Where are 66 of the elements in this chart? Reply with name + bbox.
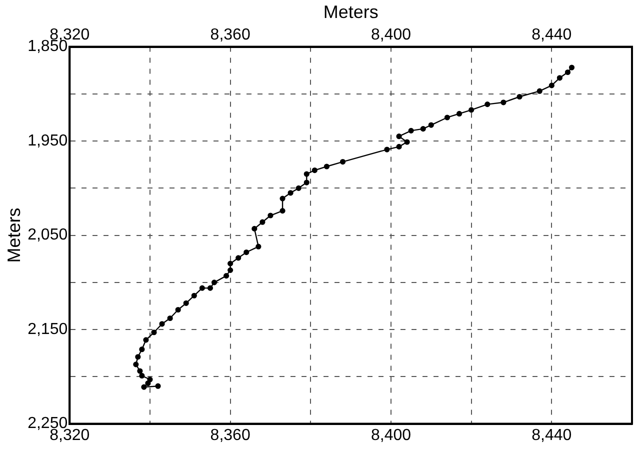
x2-tick-label: 8,360 — [210, 26, 250, 44]
x2-tick-label: 8,440 — [532, 26, 572, 44]
point — [139, 346, 145, 352]
x-tick-label: 8,440 — [532, 426, 572, 444]
point — [147, 376, 153, 382]
point — [133, 362, 139, 368]
point — [280, 196, 286, 202]
point — [408, 128, 414, 134]
x2-tick-label: 8,400 — [370, 26, 412, 44]
point — [143, 337, 149, 343]
point — [484, 101, 490, 108]
point — [151, 330, 157, 336]
point — [199, 285, 205, 291]
point — [228, 267, 234, 273]
point — [304, 180, 310, 186]
point — [137, 368, 143, 374]
point — [280, 208, 286, 214]
point — [428, 122, 434, 128]
point — [135, 354, 141, 360]
point — [256, 244, 262, 250]
point — [236, 255, 242, 261]
point — [568, 64, 575, 70]
point — [141, 384, 147, 390]
point — [548, 82, 554, 88]
point — [183, 300, 189, 306]
point — [211, 280, 218, 286]
point — [516, 94, 522, 100]
point — [228, 260, 234, 266]
point — [268, 212, 274, 218]
y-axis-title: Meters — [4, 208, 24, 263]
point — [396, 134, 402, 140]
y-tick-label: 2,050 — [28, 226, 68, 244]
point — [223, 273, 230, 279]
point — [312, 167, 318, 174]
point — [288, 190, 294, 196]
point — [155, 383, 161, 389]
y-tick-label: 1,950 — [28, 132, 68, 150]
point — [420, 126, 426, 132]
point — [404, 139, 410, 145]
point — [444, 114, 450, 120]
point — [145, 380, 151, 386]
point — [260, 219, 266, 225]
point — [191, 292, 197, 298]
point — [296, 185, 302, 191]
point — [139, 372, 145, 379]
point — [556, 75, 562, 81]
point — [500, 100, 506, 106]
point — [564, 69, 571, 76]
point — [468, 107, 474, 113]
point — [244, 249, 250, 256]
point — [167, 315, 173, 322]
point — [456, 110, 462, 117]
point — [159, 321, 165, 327]
point — [252, 226, 258, 232]
point — [536, 88, 542, 94]
point — [340, 158, 346, 165]
point — [384, 146, 390, 152]
point — [324, 164, 330, 170]
x-tick-label: 8,360 — [210, 426, 250, 444]
point — [304, 171, 310, 177]
x2-axis-title: Meters — [323, 2, 378, 22]
point — [207, 285, 214, 291]
y-tick-label: 2,150 — [28, 320, 68, 338]
point — [396, 144, 402, 150]
x-tick-label: 8,400 — [370, 426, 412, 444]
point — [175, 306, 181, 313]
